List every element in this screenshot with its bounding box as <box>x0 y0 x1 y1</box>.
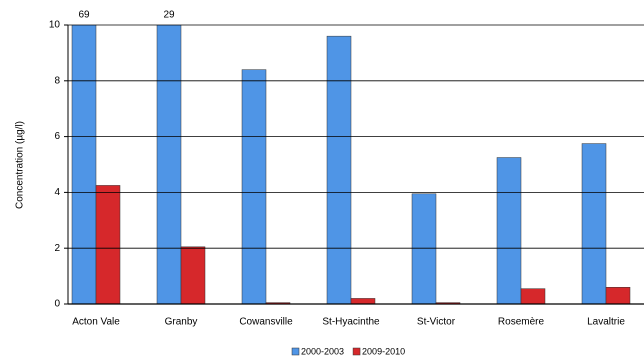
x-tick-label: Acton Vale <box>72 317 120 328</box>
x-tick-label: St-Hyacinthe <box>322 317 380 328</box>
bar <box>605 287 631 304</box>
bar <box>71 25 97 304</box>
bar <box>520 288 546 304</box>
value-label: 29 <box>163 10 175 21</box>
legend-label: 2009-2010 <box>362 346 405 356</box>
y-tick-label: 2 <box>54 243 60 254</box>
x-tick-label: St-Victor <box>417 317 456 328</box>
x-tick-label: Lavaltrie <box>587 317 625 328</box>
bar <box>156 25 182 304</box>
y-tick-label: 4 <box>54 187 60 198</box>
y-tick-label: 0 <box>54 299 60 310</box>
x-tick-label: Rosemère <box>498 317 545 328</box>
value-label: 69 <box>78 10 90 21</box>
y-tick-label: 6 <box>54 131 60 142</box>
legend-swatch <box>291 347 300 356</box>
bar <box>411 193 437 304</box>
plot-area <box>71 25 631 304</box>
y-axis-label: Concentration (µg/l) <box>15 121 26 209</box>
bar <box>435 302 461 304</box>
y-tick-label: 10 <box>49 20 61 31</box>
y-tick-label: 8 <box>54 75 60 86</box>
legend-swatch <box>352 347 361 356</box>
bar <box>265 302 291 304</box>
bar <box>95 185 121 304</box>
bar <box>326 35 352 304</box>
bar <box>241 69 267 304</box>
x-tick-label: Cowansville <box>239 317 293 328</box>
bar <box>581 143 607 304</box>
legend-label: 2000-2003 <box>301 346 344 356</box>
bar <box>496 157 522 304</box>
x-tick-label: Granby <box>165 317 198 328</box>
bar <box>350 298 376 304</box>
bar <box>180 246 206 304</box>
